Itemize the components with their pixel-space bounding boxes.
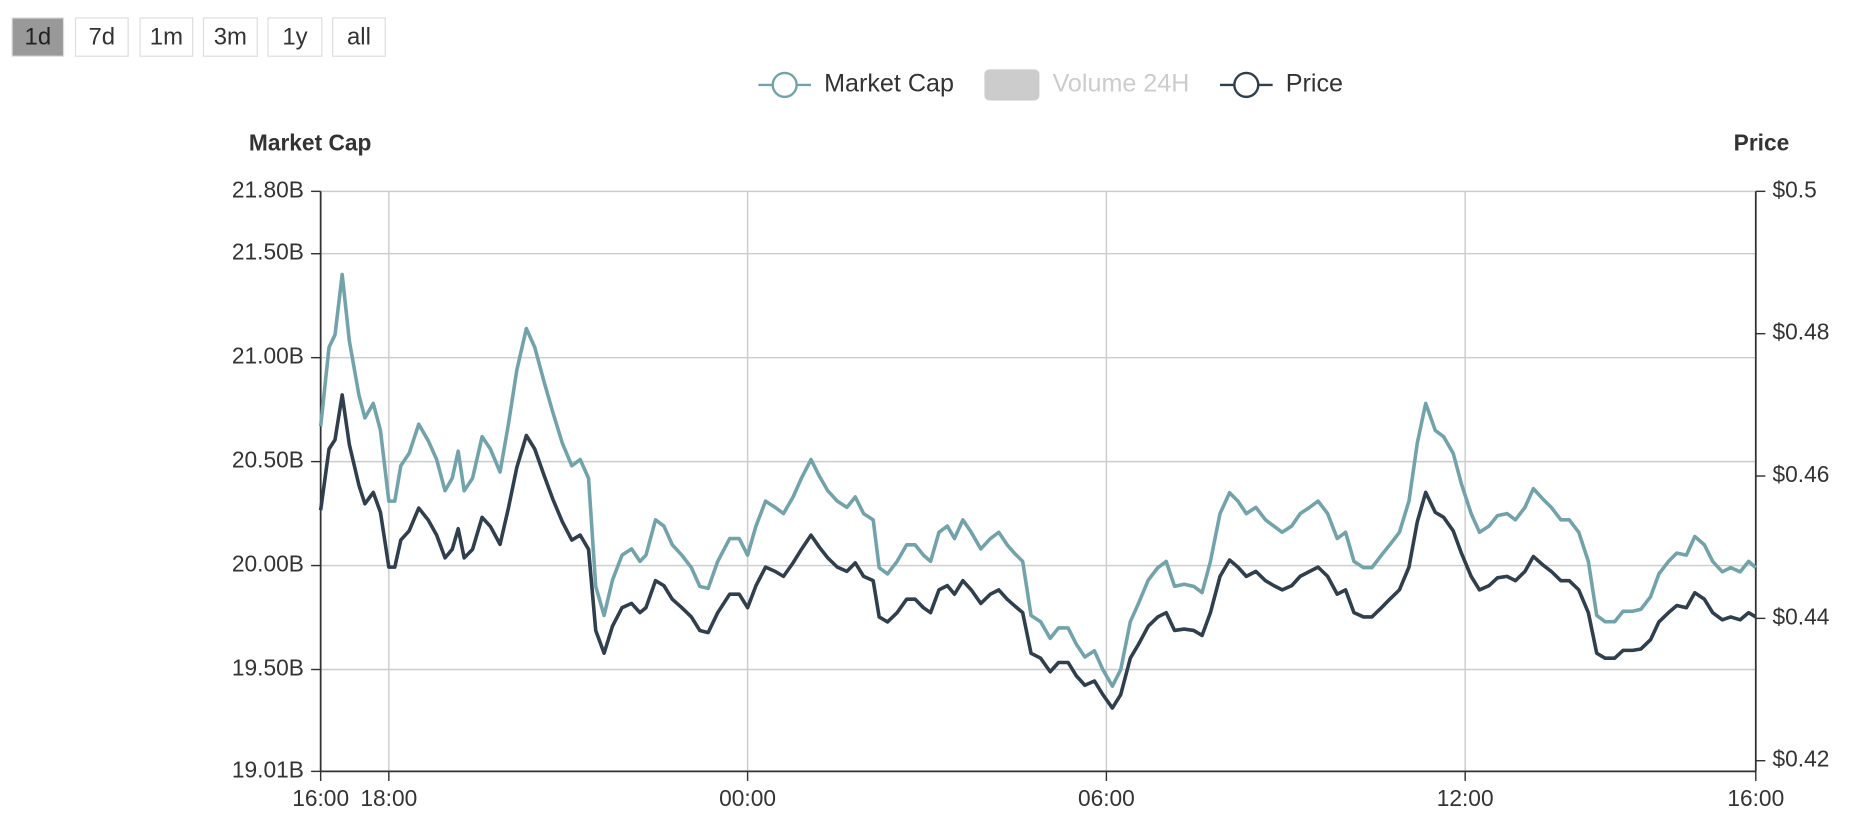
x-tick-label: 12:00 [1437, 785, 1494, 811]
range-button[interactable] [139, 17, 194, 57]
y-tick-label: 21.50B [232, 239, 304, 265]
legend-marker[interactable] [771, 71, 798, 99]
y-axis-title: Market Cap [249, 130, 371, 156]
x-tick-label: 16:00 [292, 785, 349, 811]
y2-tick-label: $0.42 [1773, 746, 1830, 772]
y-tick-label: 19.01B [232, 756, 304, 782]
legend-label[interactable]: Price [1286, 70, 1343, 98]
y-tick-label: 20.50B [232, 447, 304, 473]
x-tick-label: 00:00 [719, 785, 776, 811]
legend-label[interactable]: Market Cap [824, 70, 954, 98]
legend-marker[interactable] [1233, 71, 1260, 99]
line-series [318, 393, 1757, 710]
y2-axis-title: Price [1734, 130, 1790, 156]
range-button-label[interactable]: 7d [89, 24, 116, 51]
range-button-label[interactable]: 1d [25, 24, 52, 51]
range-button-label[interactable]: all [347, 24, 371, 51]
y-tick-label: 20.00B [232, 551, 304, 577]
y-tick-label: 21.80B [232, 176, 304, 202]
range-button[interactable] [267, 17, 323, 57]
x-tick-label: 16:00 [1727, 785, 1784, 811]
range-button[interactable] [332, 17, 386, 57]
legend-swatch[interactable] [984, 69, 1040, 101]
range-button[interactable] [202, 17, 258, 57]
y2-tick-label: $0.48 [1773, 319, 1830, 345]
line-series [318, 272, 1757, 688]
x-tick-label: 18:00 [360, 785, 417, 811]
x-tick-label: 06:00 [1078, 785, 1135, 811]
y-tick-label: 19.50B [232, 655, 304, 681]
range-button[interactable] [74, 17, 129, 57]
y2-tick-label: $0.46 [1773, 461, 1830, 487]
range-button[interactable] [11, 17, 65, 57]
range-button-label[interactable]: 1m [150, 24, 183, 51]
y2-tick-label: $0.44 [1773, 603, 1830, 629]
range-button-label[interactable]: 3m [214, 24, 247, 51]
y2-tick-label: $0.5 [1773, 176, 1817, 202]
y-tick-label: 21.00B [232, 343, 304, 369]
range-button-label[interactable]: 1y [282, 24, 307, 51]
legend-label[interactable]: Volume 24H [1053, 70, 1190, 98]
